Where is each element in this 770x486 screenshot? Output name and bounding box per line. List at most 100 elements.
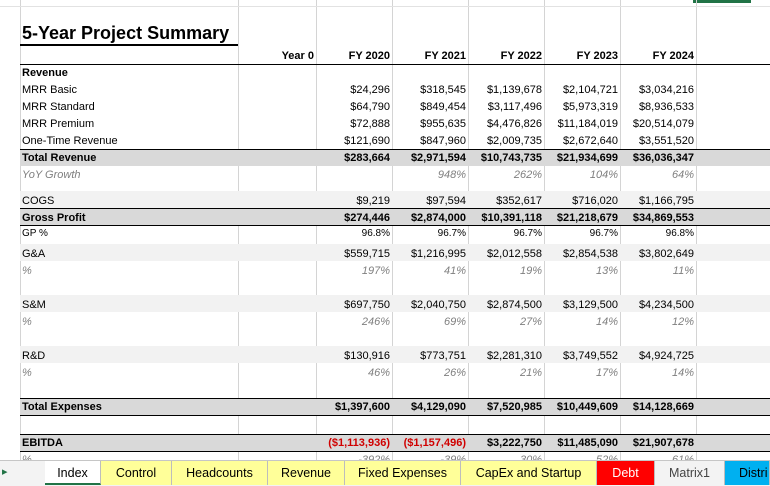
cell-cogs-col1[interactable]: $9,219 <box>356 195 390 207</box>
cell-yoy-growth-col4[interactable]: 104% <box>589 169 618 181</box>
tab-distri[interactable]: Distri <box>725 461 770 485</box>
cell-gp-pct-col3[interactable]: 96.7% <box>513 228 542 239</box>
cell-sm-col5[interactable]: $4,234,500 <box>638 299 694 311</box>
cell-ebitda-pct-col2[interactable]: -39% <box>440 454 466 460</box>
row-label-total-revenue[interactable]: Total Revenue <box>22 152 97 164</box>
tab-headcounts[interactable]: Headcounts <box>172 461 268 485</box>
cell-yoy-growth-col5[interactable]: 64% <box>671 169 694 181</box>
col-header-fy2022[interactable]: FY 2022 <box>500 50 542 62</box>
row-label-yoy-growth[interactable]: YoY Growth <box>22 169 81 181</box>
row-label-gross-profit[interactable]: Gross Profit <box>22 212 86 224</box>
cell-ebitda-col2[interactable]: ($1,157,496) <box>403 437 466 449</box>
col-header-year0[interactable]: Year 0 <box>281 50 314 62</box>
cell-mrr-standard-col5[interactable]: $8,936,533 <box>638 101 694 113</box>
cell-mrr-standard-col4[interactable]: $5,973,319 <box>562 101 618 113</box>
cell-sm-pct-col2[interactable]: 69% <box>443 316 466 328</box>
cell-one-time-col1[interactable]: $121,690 <box>344 135 390 147</box>
cell-ebitda-pct-col1[interactable]: -392% <box>358 454 390 460</box>
row-label-ebitda[interactable]: EBITDA <box>22 437 63 449</box>
cell-ga-pct-col2[interactable]: 41% <box>443 265 466 277</box>
cell-ga-pct-col4[interactable]: 13% <box>595 265 618 277</box>
tab-revenue[interactable]: Revenue <box>268 461 345 485</box>
scroll-tabs-left-icon[interactable]: ▸ <box>2 466 8 478</box>
row-label-ebitda-pct[interactable]: % <box>22 454 32 460</box>
cell-total-revenue-col2[interactable]: $2,971,594 <box>410 152 466 164</box>
cell-ga-pct-col3[interactable]: 19% <box>519 265 542 277</box>
cell-total-expenses-col4[interactable]: $10,449,609 <box>556 401 618 413</box>
cell-ebitda-col5[interactable]: $21,907,678 <box>632 437 694 449</box>
cell-yoy-growth-col3[interactable]: 262% <box>513 169 542 181</box>
row-label-mrr-premium[interactable]: MRR Premium <box>22 118 95 130</box>
cell-cogs-col2[interactable]: $97,594 <box>426 195 466 207</box>
col-header-fy2020[interactable]: FY 2020 <box>348 50 390 62</box>
cell-total-expenses-col1[interactable]: $1,397,600 <box>334 401 390 413</box>
cell-ga-pct-col5[interactable]: 11% <box>672 265 694 277</box>
cell-sm-pct-col3[interactable]: 27% <box>519 316 542 328</box>
cell-rd-col3[interactable]: $2,281,310 <box>486 350 542 362</box>
cell-ga-col5[interactable]: $3,802,649 <box>638 248 694 260</box>
tab-fixed-expenses[interactable]: Fixed Expenses <box>345 461 461 485</box>
cell-yoy-growth-col2[interactable]: 948% <box>437 169 466 181</box>
cell-mrr-premium-col3[interactable]: $4,476,826 <box>486 118 542 130</box>
cell-sm-col4[interactable]: $3,129,500 <box>562 299 618 311</box>
row-label-sm[interactable]: S&M <box>22 299 46 311</box>
cell-rd-pct-col2[interactable]: 26% <box>443 367 466 379</box>
cell-total-revenue-col5[interactable]: $36,036,347 <box>632 152 694 164</box>
tab-capex-and-startup[interactable]: CapEx and Startup <box>461 461 597 485</box>
cell-gp-pct-col2[interactable]: 96.7% <box>437 228 466 239</box>
tab-control[interactable]: Control <box>101 461 172 485</box>
tab-matrix1[interactable]: Matrix1 <box>655 461 725 485</box>
row-label-gp-pct[interactable]: GP % <box>22 228 48 239</box>
cell-gross-profit-col1[interactable]: $274,446 <box>344 212 390 224</box>
cell-rd-pct-col4[interactable]: 17% <box>595 367 618 379</box>
cell-total-expenses-col2[interactable]: $4,129,090 <box>410 401 466 413</box>
cell-rd-pct-col1[interactable]: 46% <box>367 367 390 379</box>
cell-rd-col4[interactable]: $3,749,552 <box>562 350 618 362</box>
cell-gp-pct-col5[interactable]: 96.8% <box>665 228 694 239</box>
cell-cogs-col5[interactable]: $1,166,795 <box>638 195 694 207</box>
cell-one-time-col3[interactable]: $2,009,735 <box>486 135 542 147</box>
revenue-section-label[interactable]: Revenue <box>22 67 68 79</box>
cell-sm-col3[interactable]: $2,874,500 <box>486 299 542 311</box>
cell-total-revenue-col4[interactable]: $21,934,699 <box>556 152 618 164</box>
cell-ebitda-pct-col4[interactable]: 52% <box>595 454 618 460</box>
cell-mrr-basic-col1[interactable]: $24,296 <box>350 84 390 96</box>
cell-sm-col2[interactable]: $2,040,750 <box>410 299 466 311</box>
cell-total-revenue-col3[interactable]: $10,743,735 <box>480 152 542 164</box>
cell-cogs-col3[interactable]: $352,617 <box>496 195 542 207</box>
cell-gp-pct-col1[interactable]: 96.8% <box>361 228 390 239</box>
cell-rd-pct-col3[interactable]: 21% <box>519 367 542 379</box>
tab-index[interactable]: Index <box>45 461 101 485</box>
cell-cogs-col4[interactable]: $716,020 <box>572 195 618 207</box>
col-header-fy2021[interactable]: FY 2021 <box>424 50 466 62</box>
cell-ebitda-pct-col3[interactable]: 30% <box>519 454 542 460</box>
cell-sm-pct-col1[interactable]: 246% <box>361 316 390 328</box>
cell-ga-col4[interactable]: $2,854,538 <box>562 248 618 260</box>
row-label-ga-pct[interactable]: % <box>22 265 32 277</box>
row-label-mrr-standard[interactable]: MRR Standard <box>22 101 95 113</box>
cell-one-time-col2[interactable]: $847,960 <box>420 135 466 147</box>
cell-rd-col1[interactable]: $130,916 <box>344 350 390 362</box>
tab-debt[interactable]: Debt <box>597 461 655 485</box>
row-label-mrr-basic[interactable]: MRR Basic <box>22 84 78 96</box>
cell-mrr-basic-col4[interactable]: $2,104,721 <box>562 84 618 96</box>
cell-gross-profit-col3[interactable]: $10,391,118 <box>481 212 542 224</box>
cell-one-time-col5[interactable]: $3,551,520 <box>638 135 694 147</box>
cell-ebitda-col1[interactable]: ($1,113,936) <box>328 437 390 449</box>
cell-gross-profit-col5[interactable]: $34,869,553 <box>632 212 694 224</box>
cell-ebitda-col4[interactable]: $11,485,090 <box>557 437 618 449</box>
col-header-fy2024[interactable]: FY 2024 <box>652 50 694 62</box>
cell-mrr-premium-col2[interactable]: $955,635 <box>420 118 466 130</box>
cell-gp-pct-col4[interactable]: 96.7% <box>589 228 618 239</box>
cell-mrr-basic-col2[interactable]: $318,545 <box>420 84 466 96</box>
row-label-ga[interactable]: G&A <box>22 248 46 260</box>
cell-mrr-premium-col4[interactable]: $11,184,019 <box>557 118 618 130</box>
cell-total-expenses-col3[interactable]: $7,520,985 <box>486 401 542 413</box>
cell-rd-col5[interactable]: $4,924,725 <box>638 350 694 362</box>
cell-ga-col3[interactable]: $2,012,558 <box>486 248 542 260</box>
row-label-total-expenses[interactable]: Total Expenses <box>22 401 102 413</box>
cell-ebitda-pct-col5[interactable]: 61% <box>671 454 694 460</box>
spreadsheet-grid[interactable]: 5-Year Project Summary Year 0 FY 2020 FY… <box>0 0 770 460</box>
cell-mrr-premium-col1[interactable]: $72,888 <box>350 118 390 130</box>
cell-mrr-standard-col3[interactable]: $3,117,496 <box>487 101 542 113</box>
